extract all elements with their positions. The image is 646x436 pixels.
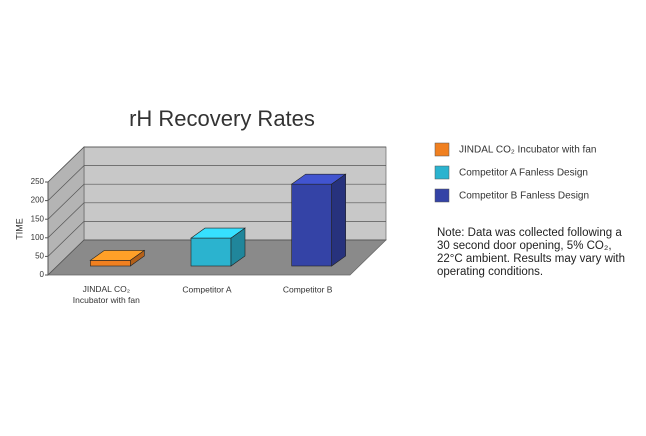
bar-front [90,260,131,267]
bar-front [291,183,332,267]
legend-swatch [434,142,450,157]
legend-swatch [434,188,450,203]
y-tick-label: 0 [40,270,45,279]
x-tick-label: Competitor A [182,284,231,294]
legend-swatch [434,165,450,180]
y-tick-label: 200 [31,196,45,205]
grid-line [47,221,85,257]
legend-label: Competitor A Fanless Design [459,168,588,179]
bar-side [331,173,346,267]
bar-side [130,249,145,267]
note-text: 22°C ambient. Results may vary with [437,253,625,265]
y-tick-label: 250 [31,177,45,186]
bar-front [190,237,232,267]
chart-title: rH Recovery Rates [129,106,315,131]
y-tick-label: 100 [31,233,45,242]
grid-line [47,165,85,201]
note-text: Note: Data was collected following a [437,227,622,239]
bar-side [230,227,246,267]
grid-line [47,183,85,220]
y-axis-label: TIME [14,218,24,240]
x-tick-label: Competitor B [283,284,333,294]
y-tick-label: 150 [31,214,45,223]
grid-line [47,146,85,183]
legend-label: Competitor B Fanless Design [459,191,589,202]
x-tick-label: JINDAL CO₂ Incubator with fan [73,284,140,305]
note-text: 30 second door opening, 5% CO₂, [437,240,612,252]
note-text: operating conditions. [437,266,543,278]
y-tick-label: 50 [35,252,44,261]
grid-line [47,239,85,276]
legend-label: JINDAL CO₂ Incubator with fan [459,145,596,156]
grid-line [47,202,85,239]
